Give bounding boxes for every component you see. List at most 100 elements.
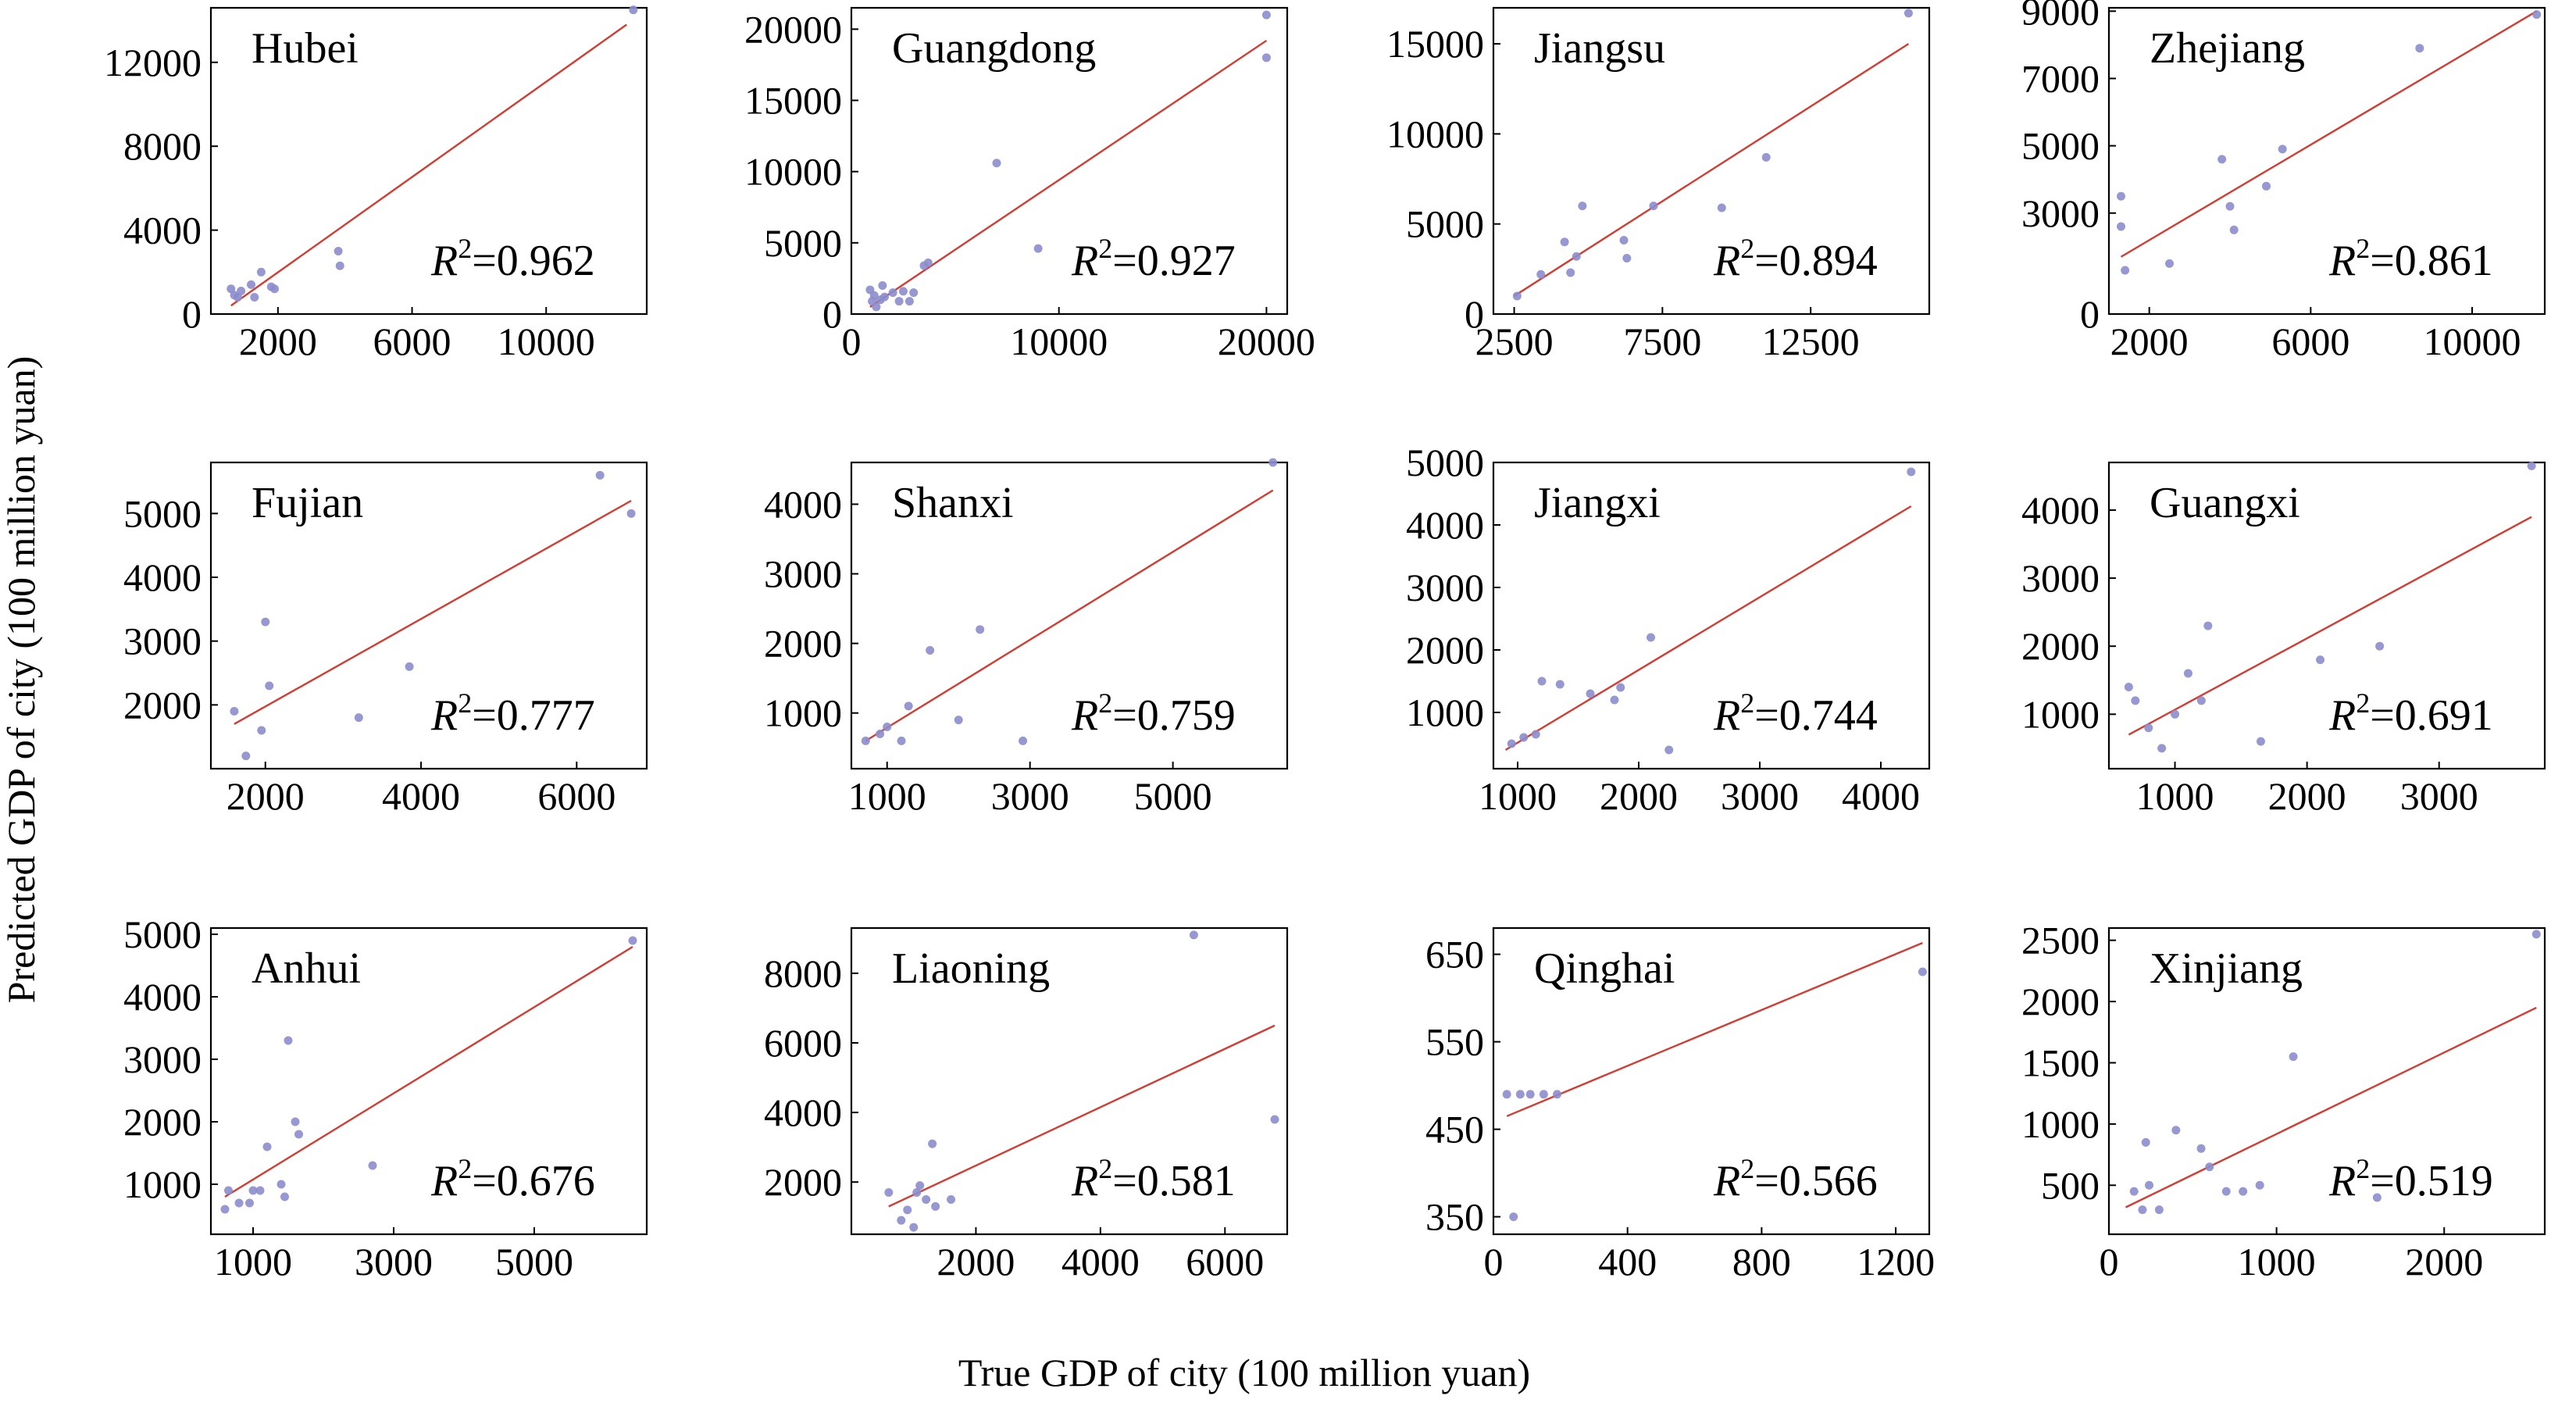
plot-frame bbox=[850, 461, 1289, 770]
r-squared-exponent: 2 bbox=[458, 1153, 472, 1184]
r-squared-value: =0.894 bbox=[1754, 237, 1878, 285]
r-squared-exponent: 2 bbox=[2356, 1153, 2370, 1184]
r-squared-label: R2=0.676 bbox=[430, 1153, 595, 1205]
data-point bbox=[335, 261, 344, 270]
r-squared-value: =0.566 bbox=[1754, 1157, 1878, 1205]
r-squared-label: R2=0.962 bbox=[430, 233, 595, 285]
r-squared-exponent: 2 bbox=[1740, 1153, 1754, 1184]
data-point bbox=[2205, 1162, 2214, 1172]
r-squared-label: R2=0.566 bbox=[1713, 1153, 1878, 1205]
r-squared-label: R2=0.927 bbox=[1071, 233, 1236, 285]
data-point bbox=[2375, 641, 2385, 651]
y-tick-label: 2000 bbox=[123, 1100, 202, 1144]
fit-line bbox=[234, 499, 632, 725]
y-tick-label: 20000 bbox=[744, 7, 842, 51]
data-point bbox=[912, 1188, 922, 1198]
data-point bbox=[265, 681, 274, 691]
r-squared-exponent: 2 bbox=[2356, 233, 2370, 264]
y-tick-label: 15000 bbox=[744, 79, 842, 123]
data-point bbox=[1531, 730, 1540, 739]
data-point bbox=[992, 159, 1001, 168]
data-point bbox=[2256, 737, 2265, 746]
data-point bbox=[277, 1180, 286, 1189]
data-point bbox=[1566, 268, 1575, 277]
plot-frame bbox=[209, 926, 648, 1236]
fit-line bbox=[230, 23, 627, 307]
x-tick-label: 5000 bbox=[1134, 774, 1212, 818]
data-point bbox=[1189, 930, 1198, 940]
y-tick-label: 450 bbox=[1425, 1108, 1484, 1151]
y-tick-label: 2000 bbox=[764, 622, 842, 666]
y-tick-label: 500 bbox=[2041, 1163, 2100, 1207]
r-squared-exponent: 2 bbox=[458, 233, 472, 264]
y-tick-label: 2000 bbox=[2021, 624, 2100, 668]
r-squared-value: =0.962 bbox=[472, 237, 595, 285]
panel-xinjiang: 0 1000 2000 500 1000 1500 2000 2500 Xinjiang R2=0… bbox=[2021, 919, 2546, 1283]
data-point bbox=[2239, 1187, 2248, 1196]
plot-frame bbox=[1492, 6, 1931, 316]
panel-title: Jiangxi bbox=[1534, 479, 1661, 527]
data-point bbox=[2255, 1180, 2264, 1190]
r-squared-exponent: 2 bbox=[458, 687, 472, 719]
data-point bbox=[922, 1194, 931, 1204]
x-tick-label: 5000 bbox=[495, 1240, 573, 1283]
data-point bbox=[230, 707, 239, 716]
x-tick-label: 2000 bbox=[239, 320, 317, 363]
r-squared-value: =0.691 bbox=[2370, 691, 2493, 740]
y-tick-label: 3000 bbox=[764, 552, 842, 596]
y-tick-label: 0 bbox=[182, 292, 202, 336]
data-point bbox=[2117, 222, 2125, 231]
data-point bbox=[872, 302, 881, 312]
panel-jiangsu: 2500 7500 12500 0 5000 10000 15000 Jiangsu R2=0.… bbox=[1386, 6, 1931, 363]
data-point bbox=[1907, 467, 1916, 477]
r-squared-value: =0.861 bbox=[2370, 237, 2493, 285]
data-point bbox=[1586, 689, 1595, 698]
data-point bbox=[233, 293, 242, 302]
y-tick-label: 2000 bbox=[764, 1160, 842, 1204]
y-tick-label: 4000 bbox=[764, 1091, 842, 1134]
y-tick-label: 5000 bbox=[1406, 202, 1484, 246]
data-point bbox=[898, 287, 908, 296]
data-point bbox=[869, 291, 879, 300]
data-point bbox=[1525, 1090, 1535, 1099]
x-tick-label: 2000 bbox=[937, 1240, 1015, 1283]
r-squared-exponent: 2 bbox=[1098, 1153, 1112, 1184]
y-tick-label: 7000 bbox=[2021, 56, 2100, 100]
data-point bbox=[2124, 682, 2133, 691]
r-squared-symbol: R bbox=[2328, 1157, 2356, 1205]
r-squared-symbol: R bbox=[2328, 691, 2356, 740]
r-squared-label: R2=0.581 bbox=[1071, 1153, 1236, 1205]
y-tick-label: 8000 bbox=[764, 951, 842, 995]
data-point bbox=[1515, 1090, 1525, 1099]
r-squared-symbol: R bbox=[2328, 237, 2356, 285]
plot-frame bbox=[850, 926, 1289, 1236]
x-tick-label: 2000 bbox=[2268, 774, 2346, 818]
panel-anhui: 1000 3000 5000 1000 2000 3000 4000 5000 Anhui R2=… bbox=[123, 912, 648, 1283]
data-point bbox=[2229, 225, 2239, 234]
data-point bbox=[2171, 1126, 2181, 1135]
data-point bbox=[954, 716, 963, 725]
data-point bbox=[2144, 723, 2153, 733]
x-tick-label: 3000 bbox=[355, 1240, 433, 1283]
data-point bbox=[2316, 655, 2325, 665]
r-squared-label: R2=0.744 bbox=[1713, 687, 1878, 740]
data-point bbox=[1512, 291, 1522, 301]
r-squared-exponent: 2 bbox=[1740, 687, 1754, 719]
data-point bbox=[1649, 202, 1658, 211]
x-tick-label: 3000 bbox=[991, 774, 1069, 818]
x-tick-label: 400 bbox=[1598, 1240, 1657, 1283]
plot-frame bbox=[209, 461, 648, 770]
fit-line bbox=[1506, 941, 1923, 1117]
data-point bbox=[2415, 44, 2424, 53]
y-tick-label: 4000 bbox=[764, 482, 842, 526]
panel-fujian: 2000 4000 6000 2000 3000 4000 5000 Fujian R2=0.7… bbox=[123, 461, 648, 818]
fit-line bbox=[224, 945, 633, 1198]
data-point bbox=[1616, 683, 1625, 692]
data-point bbox=[2531, 930, 2541, 939]
x-tick-label: 10000 bbox=[2424, 320, 2521, 363]
r-squared-value: =0.676 bbox=[472, 1157, 595, 1205]
data-point bbox=[915, 1181, 925, 1191]
data-point bbox=[1560, 237, 1569, 247]
y-tick-label: 10000 bbox=[744, 150, 842, 194]
data-point bbox=[1019, 736, 1028, 745]
